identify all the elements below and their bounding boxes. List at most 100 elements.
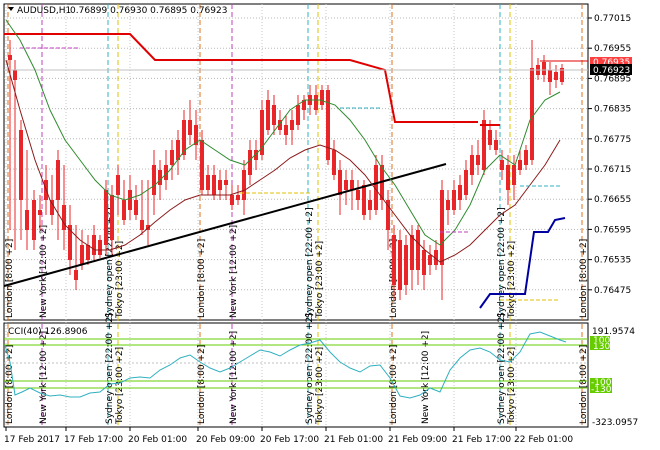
candle-body: [422, 250, 426, 275]
session-label: London [8:00 +2]: [197, 239, 207, 318]
candle-body: [86, 245, 90, 260]
ohlc-values: 0.76899 0.76930 0.76895 0.76923: [70, 6, 227, 16]
candle-body: [476, 155, 480, 165]
cci-session-label: New York [12:00 +2]: [229, 331, 239, 424]
candle-body: [284, 125, 288, 135]
candle-body: [224, 180, 228, 185]
cci-session-label: Tokyo [23:00 +2]: [507, 347, 517, 425]
candle-body: [524, 150, 528, 165]
candle-body: [140, 220, 144, 230]
candle-body: [332, 150, 336, 175]
candle-body: [266, 100, 270, 130]
grid-lines: [4, 4, 588, 427]
session-label: New York [12:00 +2]: [229, 225, 239, 318]
cci-bottom-label: -323.0957: [592, 418, 638, 428]
candle-body: [296, 105, 300, 125]
candle-body: [230, 195, 234, 205]
cci-top-label: 191.9574: [592, 327, 635, 337]
candle-body: [404, 245, 408, 285]
time-label: 20 Feb 17:00: [260, 435, 319, 445]
cci-session-label: New York [12:00 +2]: [39, 331, 49, 424]
candle-body: [56, 160, 60, 200]
candle-body: [302, 100, 306, 110]
session-label: Tokyo [23:00 +2]: [115, 241, 125, 319]
candle-body: [80, 245, 84, 265]
candle-body: [362, 185, 366, 215]
price-label: 0.76895: [594, 74, 631, 84]
candle-body: [560, 68, 564, 82]
candle-body: [38, 210, 42, 215]
price-label: 0.76535: [594, 256, 631, 266]
cci-session-label: London [8:00 +2]: [579, 345, 589, 424]
candle-body: [368, 200, 372, 210]
time-label: 21 Feb 01:00: [324, 435, 383, 445]
session-label: Tokyo [23:00 +2]: [507, 241, 517, 319]
price-label: 0.76475: [594, 286, 631, 296]
candle-body: [554, 72, 558, 80]
symbol-timeframe: AUDUSD,H1: [17, 6, 71, 16]
candle-body: [446, 200, 450, 210]
candle-body: [434, 250, 438, 265]
candle-body: [464, 170, 468, 195]
cci-level-minus-130: -130: [591, 385, 612, 395]
ma-fast: [5, 19, 561, 246]
candle-body: [416, 230, 420, 270]
cci-session-label: Tokyo [23:00 +2]: [115, 347, 125, 425]
candle-body: [218, 180, 222, 190]
candle-body: [13, 70, 17, 80]
candle-body: [350, 180, 354, 190]
candle-body: [278, 120, 282, 130]
candle-body: [8, 55, 12, 60]
candle-body: [32, 200, 36, 240]
candle-body: [518, 160, 522, 170]
candle-body: [326, 90, 330, 160]
candle-body: [398, 240, 402, 290]
candle-body: [50, 200, 54, 215]
candle-body: [440, 190, 444, 265]
price-label: 0.76775: [594, 135, 631, 145]
candle-body: [386, 200, 390, 230]
candle-body: [548, 70, 552, 82]
candle-body: [494, 140, 498, 150]
current-price-tag: 0.76923: [590, 64, 632, 76]
session-label: Sydney open [22:00 +2]: [497, 207, 507, 318]
session-label: London [8:00 +2]: [5, 239, 15, 318]
cci-level-130: 130: [593, 342, 610, 352]
candle-body: [314, 95, 318, 110]
candle-body: [410, 235, 414, 270]
candle-body: [452, 190, 456, 210]
candle-body: [272, 105, 276, 125]
cci-level-100: 100: [593, 336, 610, 346]
candle-body: [356, 190, 360, 200]
candle-body: [68, 225, 72, 260]
cci-session-label: London [8:00 +2]: [5, 345, 15, 424]
cci-session-label: New York [12:00 +2]: [421, 331, 431, 424]
price-axis[interactable]: 0.77015 0.76955 0.76895 0.76835 0.76775 0.767…: [588, 14, 631, 296]
support-line: [479, 217, 566, 309]
candle-body: [470, 155, 474, 175]
cci-frame[interactable]: [3, 322, 589, 428]
ma-slow: [5, 59, 561, 263]
candle-body: [392, 235, 396, 285]
session-label: Tokyo [23:00 +2]: [315, 241, 325, 319]
candle-body: [25, 210, 29, 230]
candle-body: [506, 165, 510, 190]
candle-body: [92, 235, 96, 255]
candle-body: [176, 140, 180, 160]
candle-body: [194, 125, 198, 145]
candle-body: [260, 110, 264, 155]
price-label: 0.76715: [594, 165, 631, 175]
main-chart-frame[interactable]: [3, 3, 589, 321]
session-label: London [8:00 +2]: [579, 239, 589, 318]
time-label: 21 Feb 17:00: [452, 435, 511, 445]
candle-body: [128, 190, 132, 210]
cci-axis[interactable]: 191.9574 -323.0957 100 130 -100 -130: [590, 327, 638, 428]
time-axis[interactable]: 17 Feb 2017 17 Feb 17:00 20 Feb 01:00 20 Fe…: [4, 427, 573, 445]
cci-level-minus-100: -100: [591, 378, 612, 388]
cci-session-label: Sydney open [22:00 +2]: [497, 313, 507, 424]
candle-body: [338, 170, 342, 195]
candle-body: [104, 190, 108, 245]
candle-body: [530, 68, 534, 160]
indicator-lines: [3, 19, 588, 309]
